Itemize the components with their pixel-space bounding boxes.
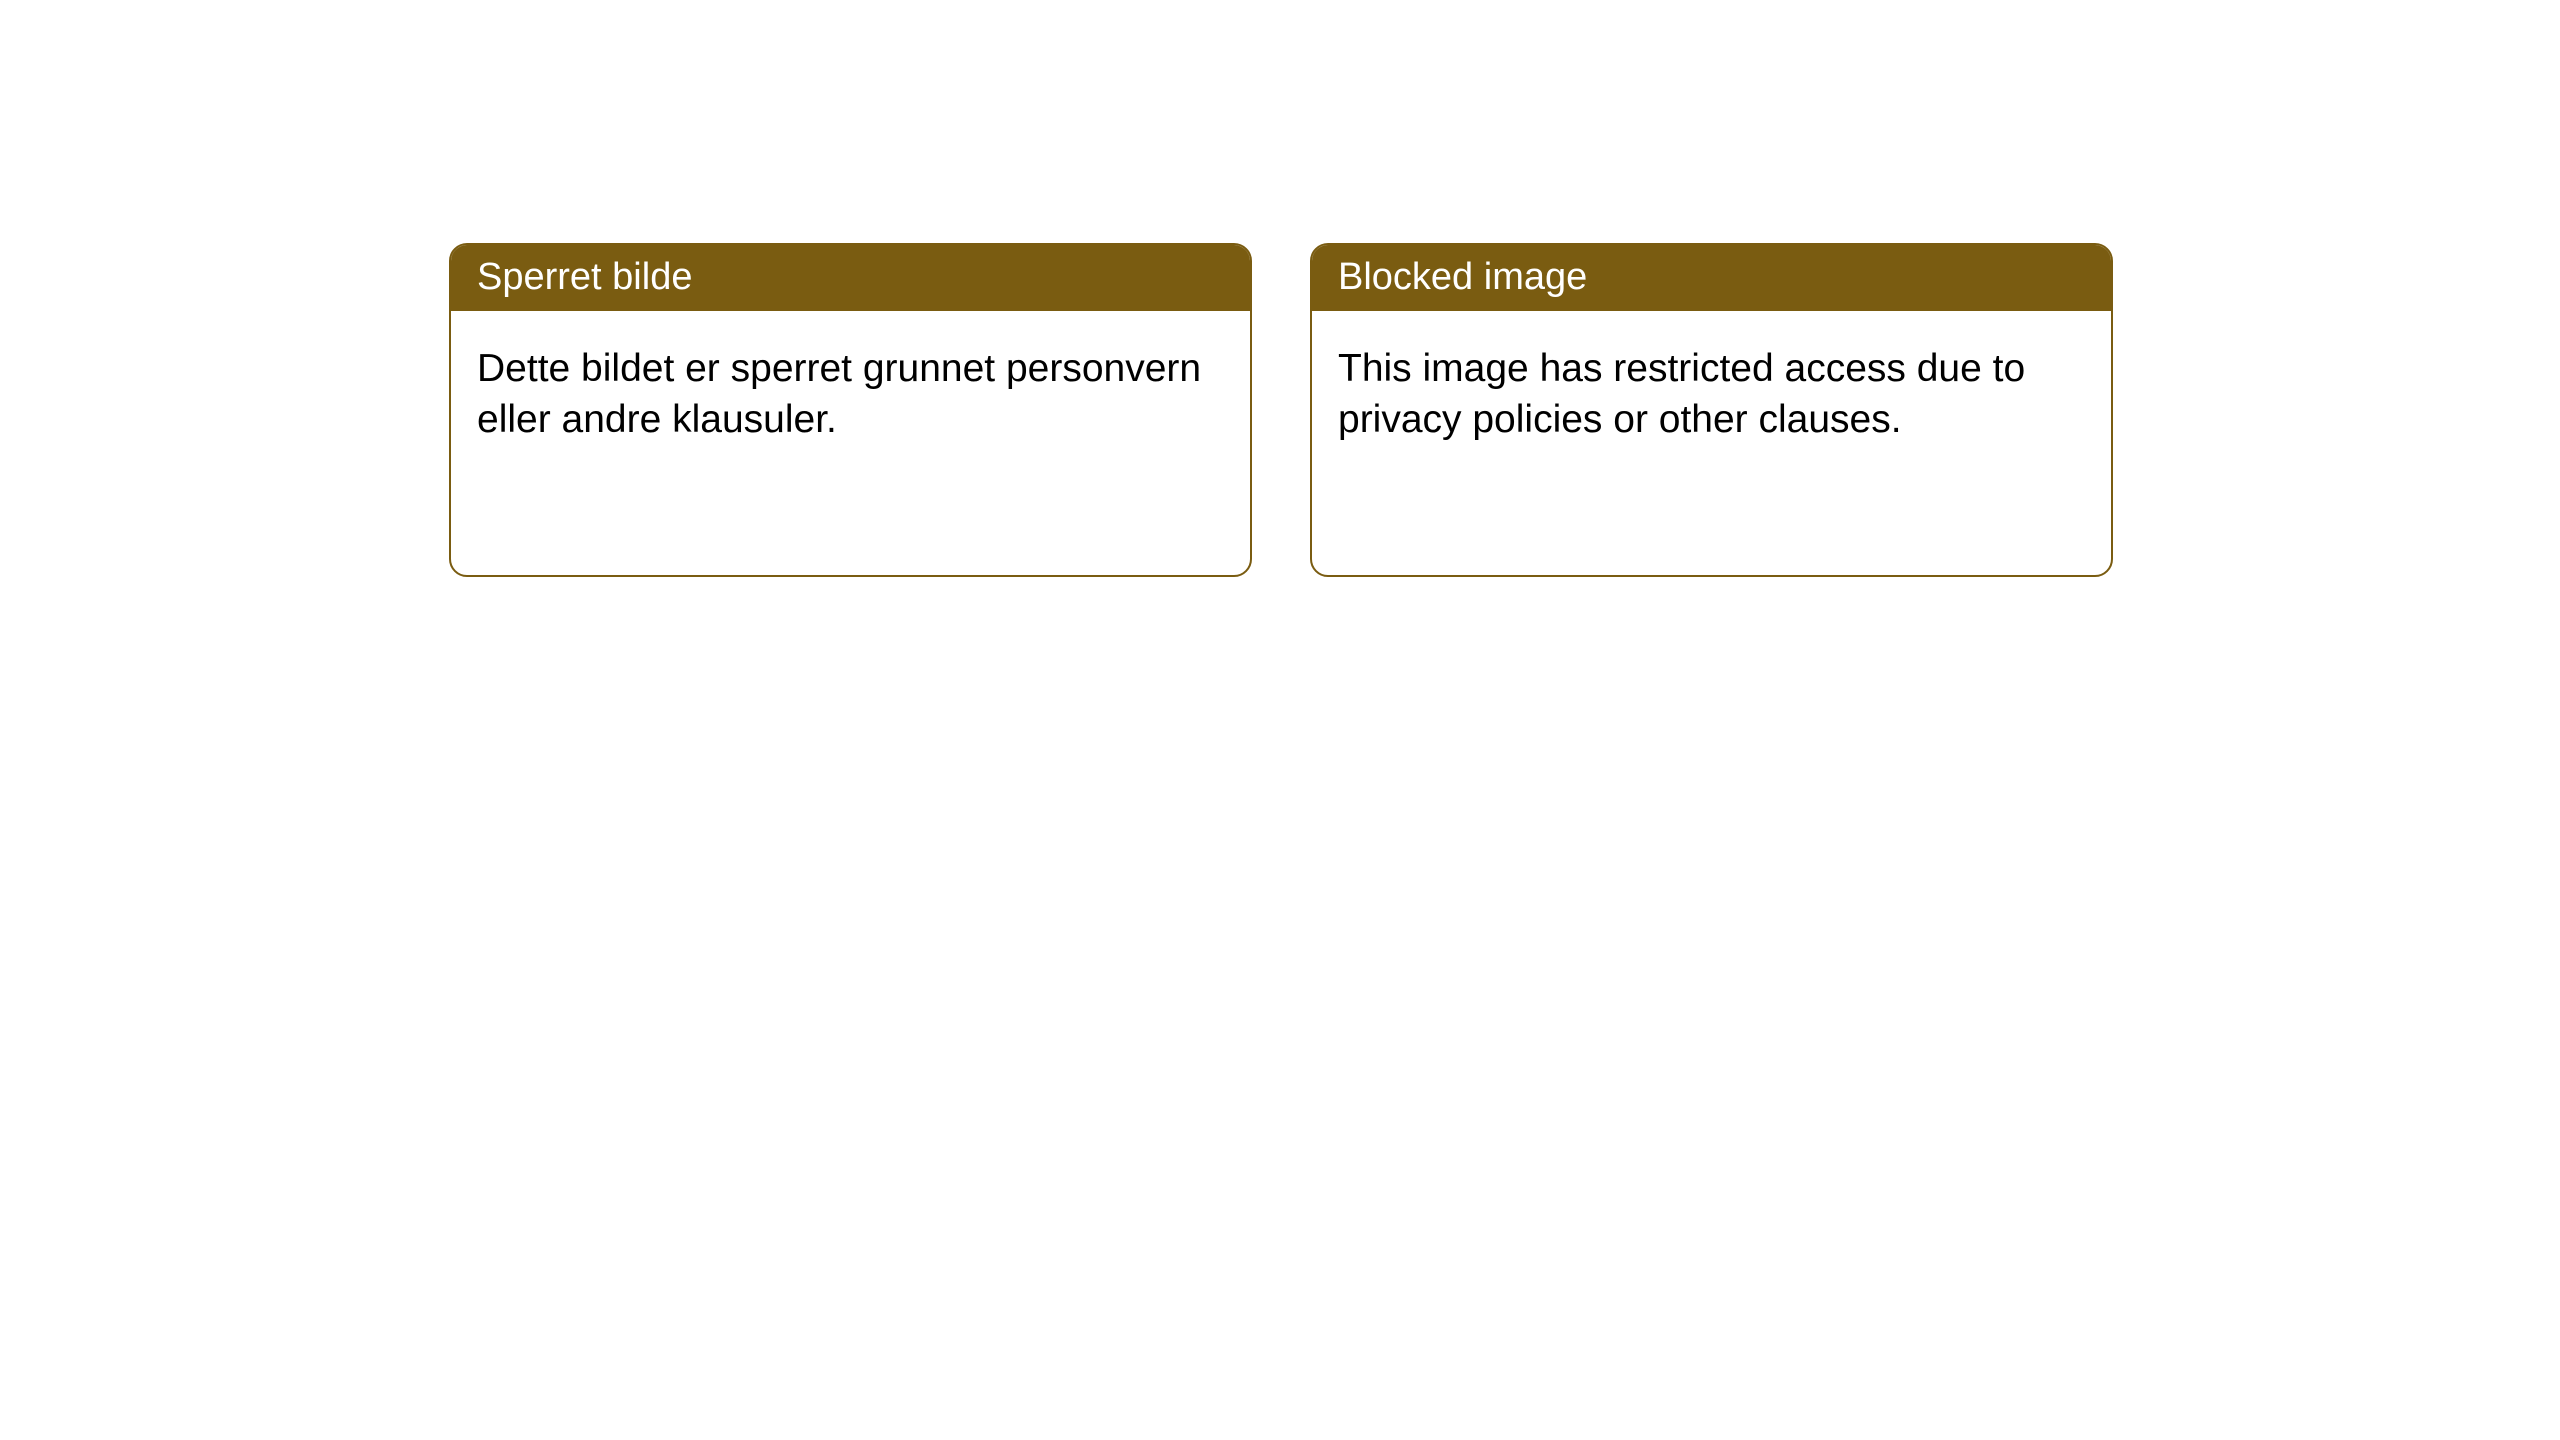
notice-body: Dette bildet er sperret grunnet personve…	[451, 311, 1250, 478]
notice-title: Blocked image	[1312, 245, 2111, 311]
notice-card-english: Blocked image This image has restricted …	[1310, 243, 2113, 577]
notice-title: Sperret bilde	[451, 245, 1250, 311]
notice-card-norwegian: Sperret bilde Dette bildet er sperret gr…	[449, 243, 1252, 577]
notice-container: Sperret bilde Dette bildet er sperret gr…	[0, 0, 2560, 577]
notice-body: This image has restricted access due to …	[1312, 311, 2111, 478]
